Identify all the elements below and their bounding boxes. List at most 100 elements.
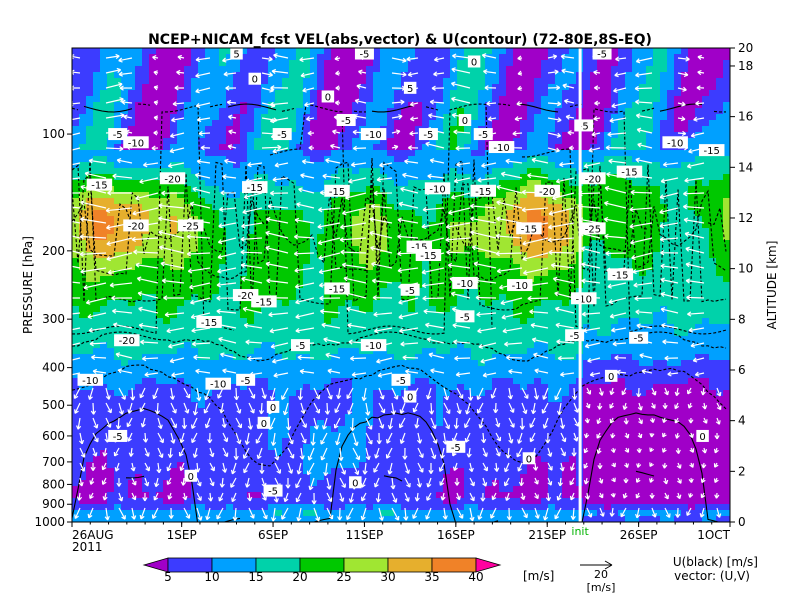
heat-cell bbox=[303, 426, 311, 433]
heat-cell bbox=[345, 378, 353, 385]
heat-cell bbox=[191, 60, 199, 67]
heat-cell bbox=[394, 258, 402, 265]
heat-cell bbox=[205, 120, 213, 127]
heat-cell bbox=[121, 510, 129, 517]
heat-cell bbox=[506, 378, 514, 385]
heat-cell bbox=[135, 240, 143, 247]
heat-cell bbox=[247, 54, 255, 61]
heat-cell bbox=[289, 354, 297, 361]
heat-cell bbox=[345, 384, 353, 391]
heat-cell bbox=[485, 402, 493, 409]
heat-cell bbox=[408, 366, 416, 373]
heat-cell bbox=[177, 390, 185, 397]
heat-cell bbox=[107, 162, 115, 169]
heat-cell bbox=[317, 426, 325, 433]
heat-cell bbox=[114, 72, 122, 79]
heat-cell bbox=[261, 432, 269, 439]
heat-cell bbox=[135, 84, 143, 91]
heat-cell bbox=[107, 108, 115, 115]
heat-cell bbox=[338, 252, 346, 259]
heat-cell bbox=[373, 90, 381, 97]
heat-cell bbox=[485, 492, 493, 499]
heat-cell bbox=[429, 312, 437, 319]
heat-cell bbox=[128, 150, 136, 157]
heat-cell bbox=[184, 390, 192, 397]
heat-cell bbox=[303, 204, 311, 211]
heat-cell bbox=[457, 516, 465, 522]
heat-cell bbox=[324, 174, 332, 181]
heat-cell bbox=[86, 510, 94, 517]
heat-cell bbox=[485, 246, 493, 253]
heat-cell bbox=[317, 180, 325, 187]
heat-cell bbox=[394, 384, 402, 391]
heat-cell bbox=[310, 360, 318, 367]
heat-cell bbox=[184, 114, 192, 121]
heat-cell bbox=[163, 510, 171, 517]
heat-cell bbox=[184, 156, 192, 163]
heat-cell bbox=[212, 180, 220, 187]
heat-cell bbox=[450, 108, 458, 115]
heat-cell bbox=[331, 372, 339, 379]
heat-cell bbox=[212, 342, 220, 349]
heat-cell bbox=[415, 168, 423, 175]
heat-cell bbox=[93, 390, 101, 397]
heat-cell bbox=[205, 300, 213, 307]
heat-cell bbox=[443, 336, 451, 343]
heat-cell bbox=[198, 486, 206, 493]
heat-cell bbox=[352, 234, 360, 241]
heat-cell bbox=[443, 324, 451, 331]
heat-cell bbox=[114, 282, 122, 289]
heat-cell bbox=[114, 210, 122, 217]
heat-cell bbox=[247, 234, 255, 241]
heat-cell bbox=[156, 66, 164, 73]
heat-cell bbox=[401, 432, 409, 439]
heat-cell bbox=[247, 108, 255, 115]
heat-cell bbox=[415, 444, 423, 451]
heat-cell bbox=[79, 324, 87, 331]
heat-cell bbox=[296, 114, 304, 121]
heat-cell bbox=[142, 186, 150, 193]
heat-cell bbox=[93, 510, 101, 517]
heat-cell bbox=[100, 138, 108, 145]
heat-cell bbox=[93, 222, 101, 229]
heat-cell bbox=[331, 318, 339, 325]
heat-cell bbox=[219, 114, 227, 121]
heat-cell bbox=[170, 396, 178, 403]
heat-cell bbox=[240, 102, 248, 109]
heat-cell bbox=[387, 408, 395, 415]
heat-cell bbox=[135, 90, 143, 97]
heat-cell bbox=[205, 444, 213, 451]
heat-cell bbox=[240, 426, 248, 433]
heat-cell bbox=[506, 318, 514, 325]
heat-cell bbox=[114, 270, 122, 277]
heat-cell bbox=[478, 360, 486, 367]
heat-cell bbox=[310, 306, 318, 313]
heat-cell bbox=[191, 114, 199, 121]
heat-cell bbox=[247, 396, 255, 403]
heat-cell bbox=[275, 114, 283, 121]
heat-cell bbox=[408, 420, 416, 427]
heat-cell bbox=[387, 312, 395, 319]
heat-cell bbox=[310, 330, 318, 337]
heat-cell bbox=[121, 294, 129, 301]
heat-cell bbox=[261, 120, 269, 127]
heat-cell bbox=[233, 306, 241, 313]
heat-cell bbox=[149, 114, 157, 121]
heat-cell bbox=[240, 312, 248, 319]
heat-cell bbox=[380, 426, 388, 433]
heat-cell bbox=[317, 450, 325, 457]
heat-cell bbox=[296, 462, 304, 469]
heat-cell bbox=[422, 480, 430, 487]
heat-cell bbox=[345, 294, 353, 301]
heat-cell bbox=[247, 168, 255, 175]
heat-cell bbox=[387, 180, 395, 187]
heat-cell bbox=[177, 210, 185, 217]
heat-cell bbox=[317, 264, 325, 271]
heat-cell bbox=[114, 402, 122, 409]
heat-cell bbox=[254, 354, 262, 361]
heat-cell bbox=[261, 96, 269, 103]
heat-cell bbox=[247, 390, 255, 397]
heat-cell bbox=[443, 102, 451, 109]
heat-cell bbox=[177, 144, 185, 151]
heat-cell bbox=[338, 504, 346, 511]
